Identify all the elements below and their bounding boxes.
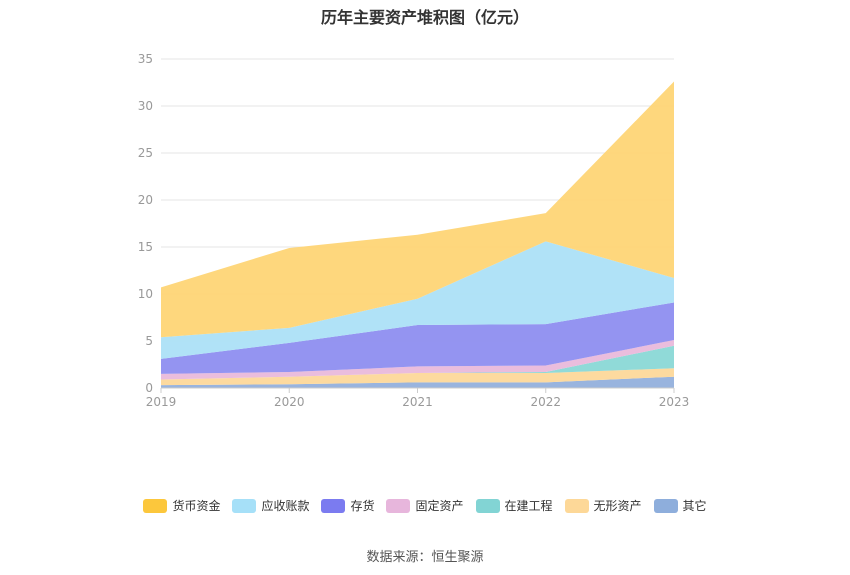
- legend-item[interactable]: 其它: [653, 497, 707, 514]
- x-tick-label: 2022: [530, 395, 561, 409]
- x-tick-label: 2021: [402, 395, 433, 409]
- legend-swatch: [232, 498, 257, 513]
- area-货币资金: [161, 81, 674, 338]
- y-tick-label: 35: [138, 52, 153, 66]
- legend-item[interactable]: 在建工程: [475, 497, 553, 514]
- y-tick-label: 10: [138, 287, 153, 301]
- legend-swatch: [475, 498, 500, 513]
- legend-item[interactable]: 固定资产: [386, 497, 464, 514]
- legend-label: 无形资产: [593, 499, 642, 513]
- stacked-area-chart: 0 5 10 15 20 25 30 35 2019 2020 2021 2022 2023: [138, 52, 690, 409]
- legend: 货币资金 应收账款 存货 固定资产 在建工程 无形资产 其它: [0, 497, 850, 514]
- legend-label: 在建工程: [504, 499, 553, 513]
- legend-label: 货币资金: [172, 499, 221, 513]
- legend-label: 固定资产: [415, 499, 464, 513]
- y-tick-label: 0: [145, 381, 153, 395]
- legend-item[interactable]: 存货: [321, 497, 374, 514]
- legend-label: 其它: [682, 499, 707, 513]
- legend-label: 应收账款: [261, 499, 310, 513]
- area-无形资产: [161, 368, 674, 386]
- legend-swatch: [143, 498, 168, 513]
- legend-swatch: [386, 498, 411, 513]
- y-tick-label: 30: [138, 99, 153, 113]
- axes: 0 5 10 15 20 25 30 35 2019 2020 2021 2022 2023: [138, 52, 690, 409]
- area-series: [161, 81, 674, 388]
- area-应收账款: [161, 241, 674, 359]
- y-tick-label: 25: [138, 146, 153, 160]
- data-source: 数据来源：恒生聚源: [366, 550, 484, 565]
- x-tick-label: 2020: [274, 395, 305, 409]
- area-存货: [161, 302, 674, 374]
- legend-label: 存货: [350, 499, 375, 513]
- y-tick-label: 5: [145, 334, 153, 348]
- area-固定资产: [161, 340, 674, 380]
- chart-title: 历年主要资产堆积图（亿元）: [320, 8, 529, 27]
- legend-item[interactable]: 无形资产: [564, 497, 642, 514]
- y-tick-label: 20: [138, 193, 153, 207]
- legend-item[interactable]: 货币资金: [143, 497, 220, 514]
- x-tick-label: 2019: [146, 395, 177, 409]
- legend-item[interactable]: 应收账款: [232, 497, 309, 514]
- legend-swatch: [653, 498, 678, 513]
- legend-swatch: [564, 498, 589, 513]
- y-tick-label: 15: [138, 240, 153, 254]
- legend-swatch: [321, 498, 346, 513]
- x-tick-label: 2023: [659, 395, 690, 409]
